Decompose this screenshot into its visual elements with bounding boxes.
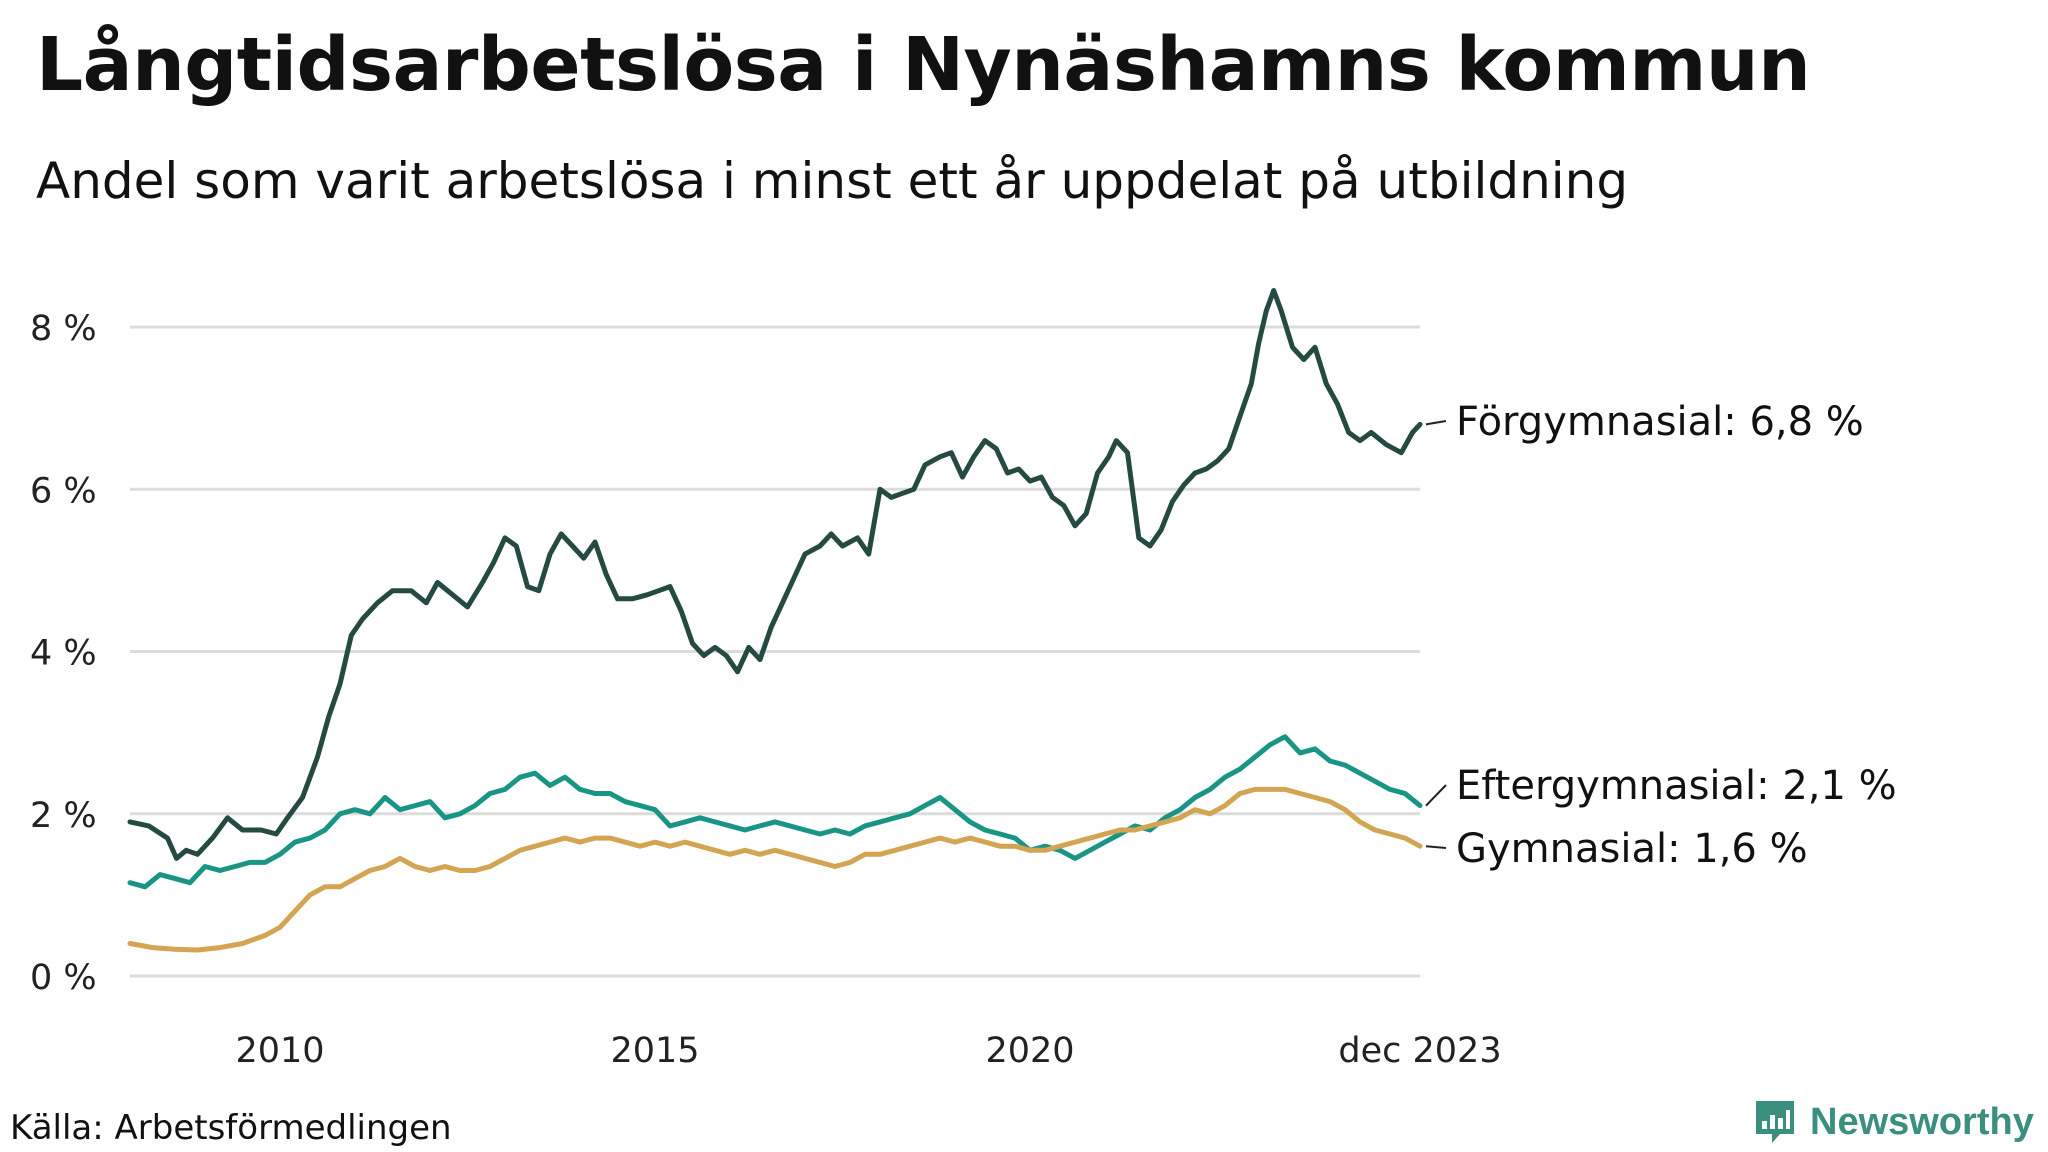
series-end-label: Eftergymnasial: 2,1 %: [1456, 763, 1897, 809]
y-tick-label: 2 %: [30, 796, 97, 836]
y-tick-label: 0 %: [30, 958, 97, 998]
label-leader: [1425, 784, 1447, 807]
x-tick-label: dec 2023: [1338, 1031, 1501, 1071]
x-tick-label: 2015: [610, 1031, 699, 1071]
label-leader: [1425, 420, 1447, 426]
series-line-förgymnasial: [127, 288, 1423, 861]
x-tick-label: 2010: [235, 1031, 324, 1071]
source-note: Källa: Arbetsförmedlingen: [10, 1108, 452, 1148]
y-tick-label: 4 %: [30, 634, 97, 674]
chart-title: Långtidsarbetslösa i Nynäshamns kommun: [36, 22, 1811, 108]
y-tick-label: 6 %: [30, 471, 97, 511]
series-end-label: Gymnasial: 1,6 %: [1456, 826, 1808, 872]
y-tick-label: 8 %: [30, 309, 97, 349]
label-leader: [1425, 845, 1447, 849]
series-line-eftergymnasial: [127, 734, 1423, 890]
x-tick-label: 2020: [985, 1031, 1074, 1071]
chart-subtitle: Andel som varit arbetslösa i minst ett å…: [36, 152, 1629, 210]
series-end-label: Förgymnasial: 6,8 %: [1456, 399, 1864, 445]
bar-chart-icon: [1756, 1101, 1794, 1143]
newsworthy-logo[interactable]: Newsworthy: [1752, 1098, 2034, 1146]
series-line-gymnasial: [127, 786, 1423, 953]
brand-name: Newsworthy: [1810, 1100, 2034, 1143]
